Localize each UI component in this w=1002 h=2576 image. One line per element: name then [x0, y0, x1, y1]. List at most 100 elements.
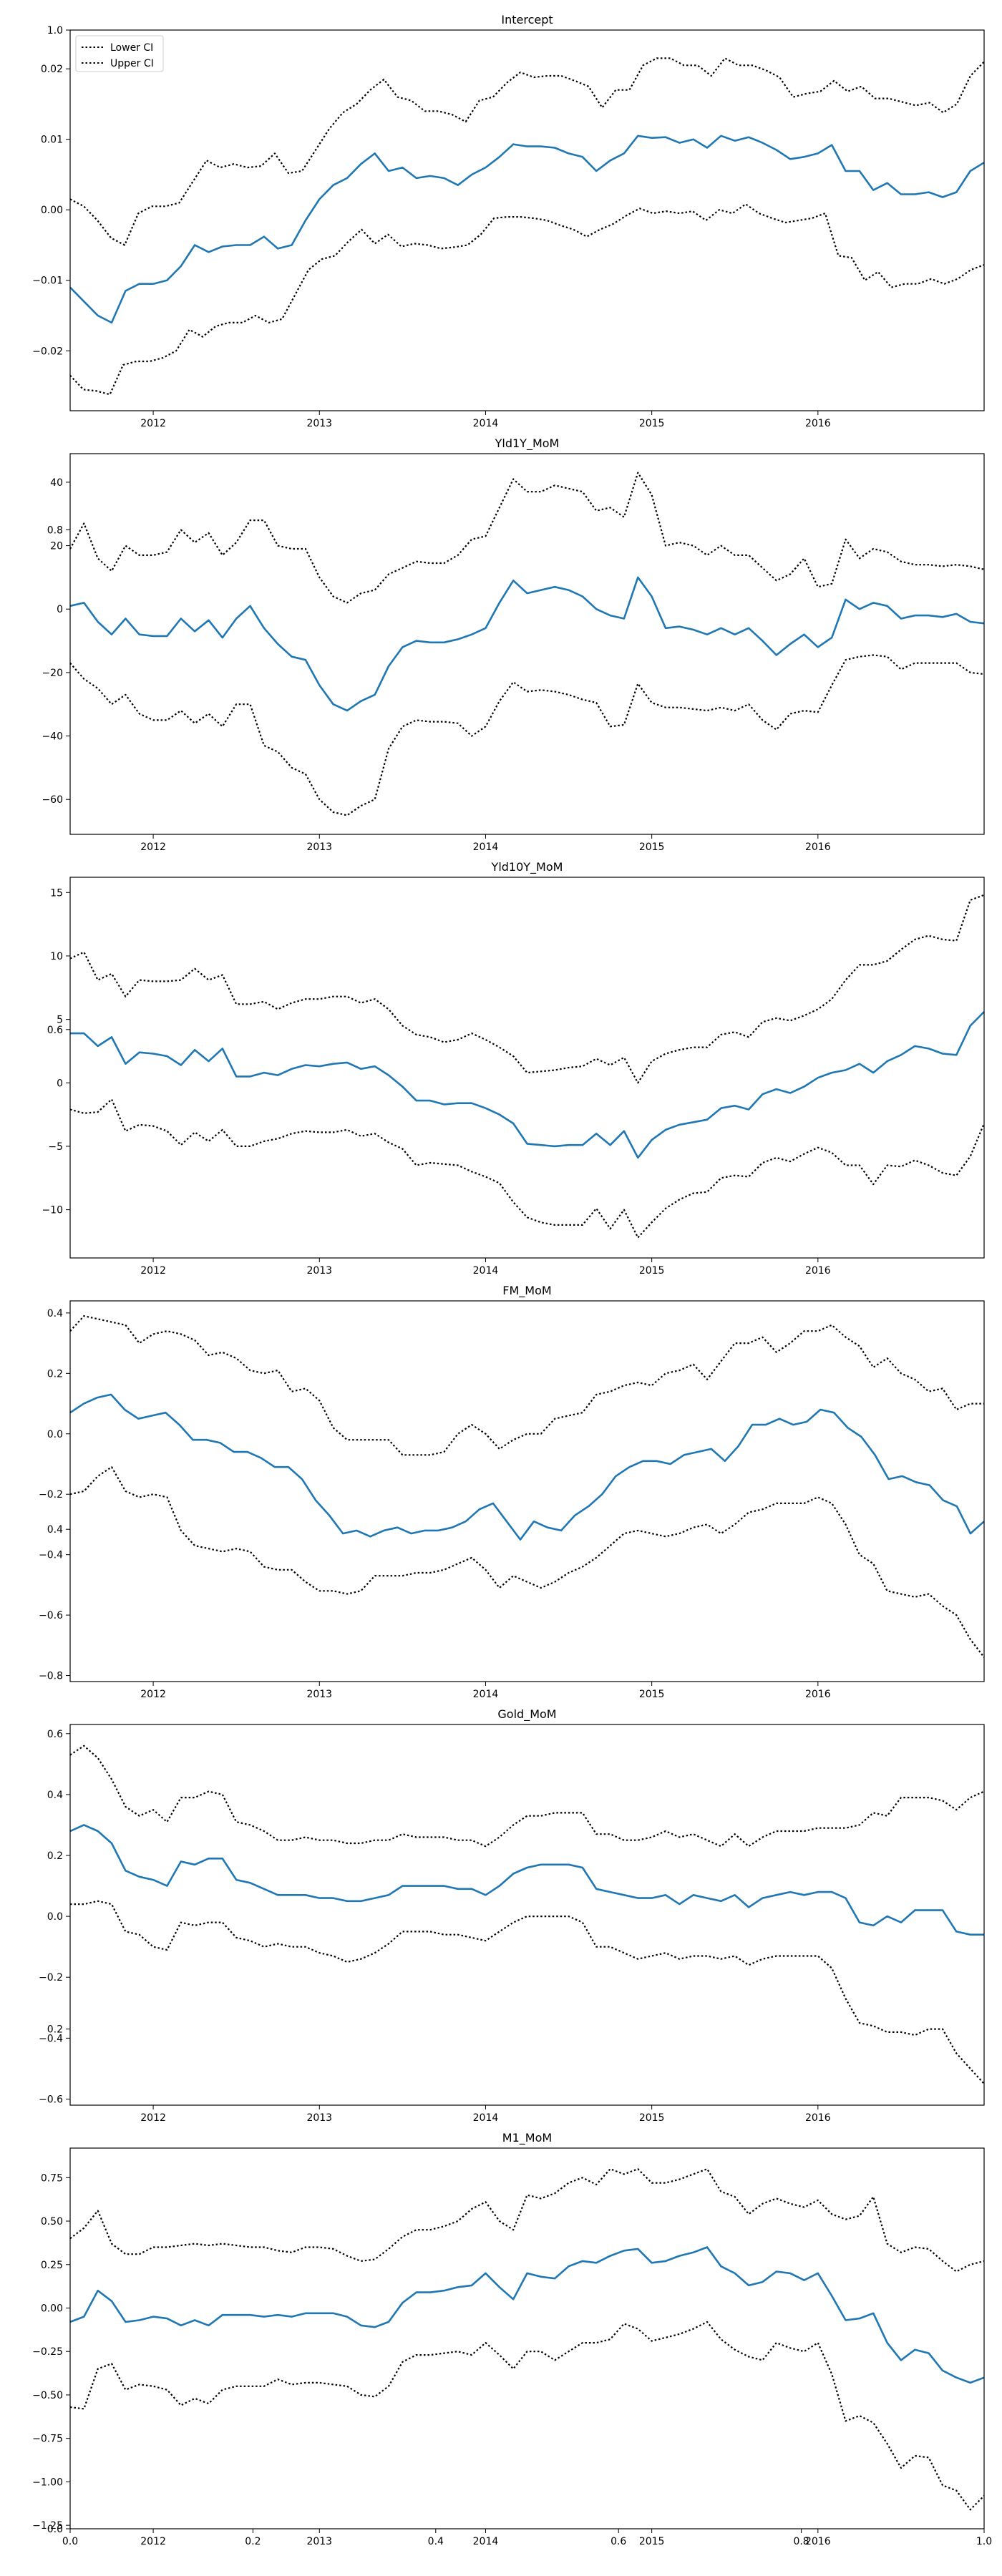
- x-tick-label: 2014: [473, 418, 499, 429]
- y-tick-label: 0.00: [41, 2303, 63, 2314]
- legend: Lower CI Upper CI: [75, 35, 164, 72]
- subplot-5: M1_MoM 2012 2013 2014 2015 2016 −1.25 −1.00 −0.7…: [32, 2131, 985, 2547]
- y-tick-label: −0.75: [32, 2434, 63, 2445]
- y-tick-label: 0.02: [41, 64, 63, 75]
- y-tick-label: −0.25: [32, 2346, 63, 2358]
- overlay-x-tick-label: 0.6: [611, 2536, 626, 2547]
- y-tick-label: 0.50: [41, 2216, 63, 2228]
- subplot-1: Yld1Y_MoM 2012 2013 2014 2015 2016 −60 −40 −20 0 2…: [42, 436, 985, 853]
- axes-frame: [69, 877, 985, 1259]
- y-tick-label: −0.4: [39, 1550, 63, 1561]
- axes-frame: [69, 1724, 985, 2106]
- series-line-estimate: [69, 135, 985, 324]
- y-tick-label: 5: [57, 1015, 63, 1026]
- x-tick-label: 2016: [805, 841, 831, 853]
- subplot-4: Gold_MoM 2012 2013 2014 2015 2016 −0.6 −0.4 −0.2…: [39, 1707, 985, 2124]
- x-tick-label: 2013: [306, 841, 332, 853]
- series-line-estimate: [69, 1824, 984, 1936]
- x-tick-label: 2016: [805, 418, 831, 429]
- series-line-upper-ci: [69, 1745, 985, 1848]
- x-tick-label: 2015: [639, 841, 665, 853]
- y-tick-label: −0.2: [39, 1972, 63, 1984]
- x-tick-label: 2012: [140, 2536, 166, 2547]
- y-tick-label: 0: [57, 604, 63, 615]
- series-line-upper-ci: [69, 894, 985, 1084]
- subplot-title: Yld1Y_MoM: [495, 436, 560, 451]
- x-tick-label: 2013: [306, 1689, 332, 1700]
- y-tick-label: −20: [42, 668, 63, 679]
- x-tick-label: 2014: [473, 1689, 499, 1700]
- series-line-estimate: [70, 1011, 985, 1159]
- y-tick-label: −0.6: [39, 1610, 63, 1621]
- x-tick-label: 2015: [639, 418, 665, 429]
- x-tick-label: 2016: [805, 1265, 831, 1277]
- axes-frame: [69, 1300, 985, 1682]
- overlay-y-tick-label: 0.6: [47, 1025, 63, 1036]
- y-tick-label: 0.01: [41, 135, 63, 146]
- y-tick-label: −60: [42, 794, 63, 806]
- overlay-x-tick-label: 0.8: [793, 2536, 809, 2547]
- x-tick-label: 2014: [473, 2112, 499, 2124]
- x-tick-label: 2015: [639, 2112, 665, 2124]
- overlay-x-tick-label: 0.0: [62, 2536, 78, 2547]
- y-tick-label: 0.75: [41, 2172, 63, 2184]
- overlay-x-tick-label: 0.2: [245, 2536, 261, 2547]
- series-line-lower-ci: [69, 2321, 985, 2511]
- subplot-2: Yld10Y_MoM 2012 2013 2014 2015 2016 −10 −5 0 5 10 1…: [42, 860, 986, 1277]
- subplot-0: Intercept 2012 2013 2014 2015 2016 −0.02 −0.01 0…: [32, 13, 985, 429]
- y-tick-label: −1.25: [32, 2520, 63, 2532]
- y-tick-label: 15: [50, 887, 63, 899]
- axes-frame: [69, 2147, 985, 2529]
- legend-label: Upper CI: [110, 58, 154, 69]
- x-tick-label: 2016: [805, 1689, 831, 1700]
- x-tick-label: 2012: [140, 841, 166, 853]
- axes-frame: [69, 29, 985, 411]
- y-tick-label: 0.0: [47, 1429, 63, 1440]
- overlay-y-tick-label: 0.2: [47, 2024, 63, 2036]
- x-tick-label: 2015: [639, 2536, 665, 2547]
- y-tick-label: −0.02: [32, 346, 63, 357]
- x-tick-label: 2013: [306, 1265, 332, 1277]
- overlay-axis: 0.0 0.2 0.4 0.6 0.8 1.0 0.0 0.2 0.4 0.6 0.8 1.0: [47, 25, 992, 2547]
- y-tick-label: −0.50: [32, 2390, 63, 2401]
- y-tick-label: −0.4: [39, 2033, 63, 2044]
- y-tick-label: 0.4: [47, 1308, 63, 1319]
- subplot-title: Gold_MoM: [497, 1707, 556, 1722]
- y-tick-label: 40: [50, 477, 63, 489]
- x-tick-label: 2012: [140, 1265, 166, 1277]
- series-line-lower-ci: [69, 203, 985, 396]
- x-tick-label: 2015: [639, 1265, 665, 1277]
- y-tick-label: 10: [50, 951, 63, 962]
- axes-frame: [69, 453, 985, 835]
- x-tick-label: 2013: [306, 2112, 332, 2124]
- x-tick-label: 2016: [805, 2112, 831, 2124]
- x-tick-label: 2012: [140, 1689, 166, 1700]
- legend-label: Lower CI: [110, 42, 153, 54]
- series-line-lower-ci: [69, 1098, 986, 1239]
- y-tick-label: −0.2: [39, 1489, 63, 1501]
- overlay-x-tick-label: 1.0: [976, 2536, 992, 2547]
- y-tick-label: 0.00: [41, 205, 63, 216]
- y-tick-label: −10: [42, 1205, 63, 1216]
- y-tick-label: 0.4: [47, 1790, 63, 1801]
- x-tick-label: 2015: [639, 1689, 665, 1700]
- y-tick-label: −40: [42, 731, 63, 743]
- y-tick-label: 0.2: [47, 1368, 63, 1380]
- overlay-y-tick-label: 0.8: [47, 525, 63, 536]
- x-tick-label: 2012: [140, 2112, 166, 2124]
- series-line-upper-ci: [69, 2168, 985, 2273]
- subplot-title: M1_MoM: [502, 2131, 552, 2145]
- subplot-title: FM_MoM: [502, 1284, 551, 1298]
- x-tick-label: 2012: [140, 418, 166, 429]
- overlay-y-tick-label: 0.0: [47, 2524, 63, 2535]
- x-tick-label: 2014: [473, 841, 499, 853]
- series-line-estimate: [69, 1393, 985, 1541]
- overlay-x-tick-label: 0.4: [428, 2536, 444, 2547]
- y-tick-label: −0.6: [39, 2094, 63, 2105]
- series-line-lower-ci: [69, 1466, 985, 1658]
- y-tick-label: −5: [48, 1141, 63, 1153]
- y-tick-label: 0: [57, 1078, 63, 1089]
- series-line-estimate: [69, 2246, 985, 2384]
